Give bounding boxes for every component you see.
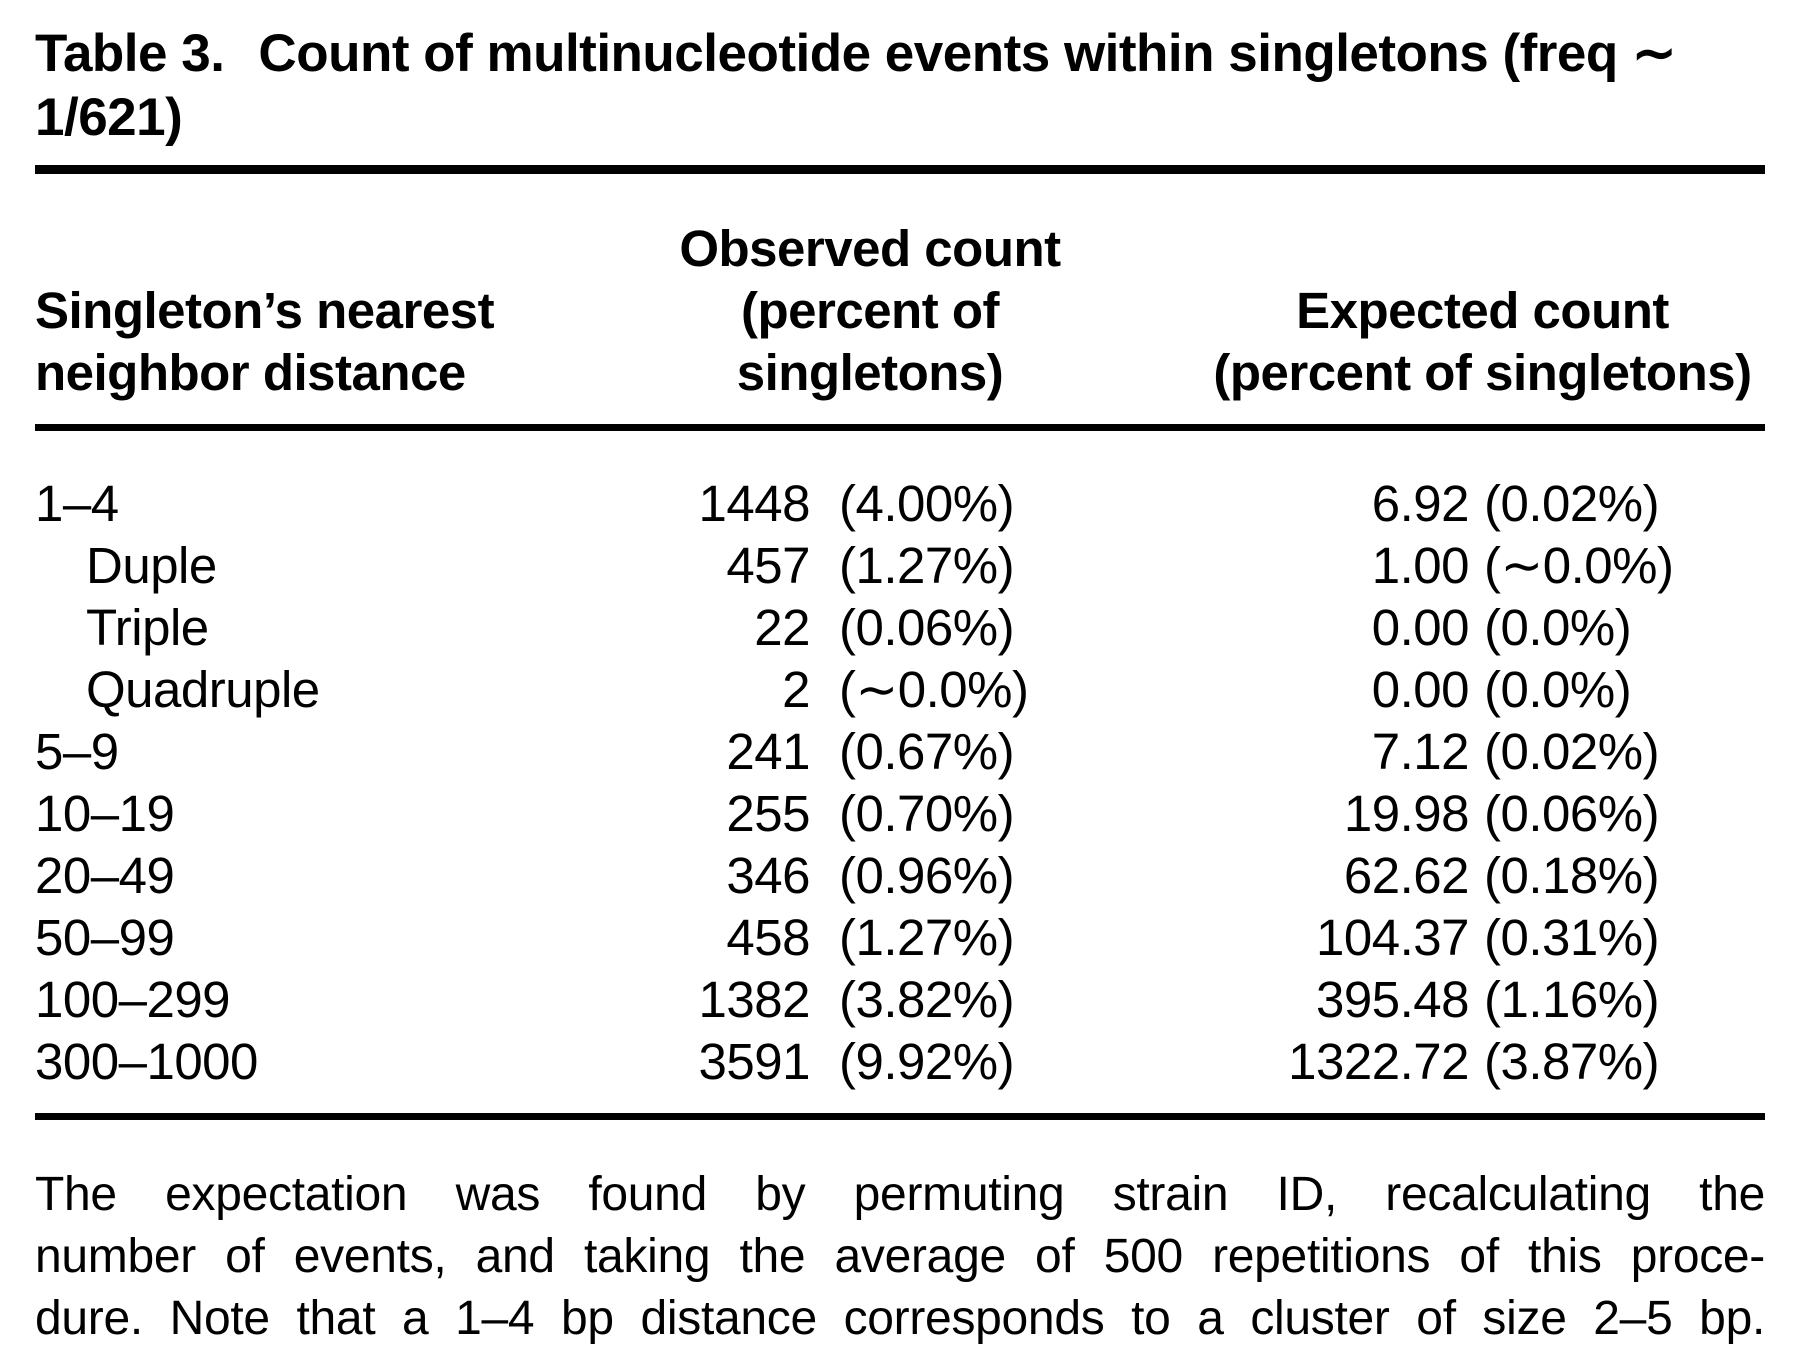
observed-count: 346 [726,847,810,904]
row-label: 50–99 [35,909,175,966]
observed-count: 241 [726,723,810,780]
col-header-distance: Singleton’s nearest neighbor distance [35,282,495,401]
row-label: 100–299 [35,971,231,1028]
expected-count: 1322.72 [1288,1033,1469,1090]
observed-count: 458 [726,909,810,966]
observed-count: 22 [754,599,810,656]
expected-count: 0.00 [1371,599,1470,656]
observed-percent: (0.70%) [839,785,1015,842]
table-title: Count of multinucleotide events within s… [258,24,1676,83]
table-row-300-1000: 300–1000 3591 (9.92%) 1322.72 (3.87%) [35,1031,1765,1093]
footnote-line: number of events, and taking the average… [35,1230,1765,1283]
row-label: 20–49 [35,847,175,904]
expected-count: 7.12 [1371,723,1470,780]
table-body: 1–4 1448 (4.00%) 6.92 (0.02%) Duple 457 … [35,431,1765,1093]
observed-percent: (0.67%) [839,723,1015,780]
expected-percent: (3.87%) [1484,1033,1660,1090]
table-number: Table 3. [35,24,225,83]
table-row-duple: Duple 457 (1.27%) 1.00 (∼0.0%) [35,535,1765,597]
expected-count: 6.92 [1371,475,1470,532]
observed-percent: (9.92%) [839,1033,1015,1090]
observed-percent: (4.00%) [839,475,1015,532]
observed-percent: (0.06%) [839,599,1015,656]
row-label: 5–9 [35,723,119,780]
table-row-quadruple: Quadruple 2 (∼0.0%) 0.00 (0.0%) [35,659,1765,721]
table-row-10-19: 10–19 255 (0.70%) 19.98 (0.06%) [35,783,1765,845]
table-row-100-299: 100–299 1382 (3.82%) 395.48 (1.16%) [35,969,1765,1031]
observed-percent: (1.27%) [839,909,1015,966]
observed-count: 3591 [698,1033,811,1090]
expected-percent: (1.16%) [1484,971,1660,1028]
rule-mid [35,424,1765,431]
expected-count: 395.48 [1316,971,1470,1028]
observed-percent: (0.96%) [839,847,1015,904]
expected-count: 104.37 [1316,909,1470,966]
row-label: 1–4 [35,475,119,532]
footnote-line: The expectation was found by permuting s… [35,1168,1765,1221]
expected-count: 1.00 [1371,537,1470,594]
expected-percent: (0.0%) [1484,599,1632,656]
observed-count: 2 [782,661,810,718]
table-caption: Table 3. Count of multinucleotide events … [35,22,1765,150]
table-row-1-4: 1–4 1448 (4.00%) 6.92 (0.02%) [35,473,1765,535]
observed-count: 255 [726,785,810,842]
rule-bottom [35,1113,1765,1120]
table-row-5-9: 5–9 241 (0.67%) 7.12 (0.02%) [35,721,1765,783]
expected-percent: (∼0.0%) [1484,537,1674,594]
col-header-observed: Observed count (percent of singletons) [679,220,1061,401]
expected-count: 19.98 [1343,785,1470,842]
observed-count: 1382 [698,971,811,1028]
expected-count: 0.00 [1371,661,1470,718]
table-footnote: The expectation was found by permuting s… [35,1164,1765,1350]
row-label: Duple [86,537,217,594]
observed-percent: (∼0.0%) [839,661,1029,718]
caption-line-2: 1/621) [35,88,183,147]
table-header-row: Singleton’s nearest neighbor distance Ob… [35,174,1765,404]
expected-percent: (0.31%) [1484,909,1660,966]
rule-top [35,165,1765,174]
row-label: Quadruple [86,661,320,718]
observed-percent: (1.27%) [839,537,1015,594]
expected-percent: (0.18%) [1484,847,1660,904]
paper-table-3: Table 3. Count of multinucleotide events … [35,22,1765,1350]
col-header-expected: Expected count (percent of singletons) [1213,282,1752,401]
expected-percent: (0.0%) [1484,661,1632,718]
caption-line-1: Table 3. Count of multinucleotide events … [35,22,1765,86]
expected-percent: (0.06%) [1484,785,1660,842]
footnote-line: dure. Note that a 1–4 bp distance corres… [35,1292,1765,1345]
row-label: 10–19 [35,785,175,842]
observed-count: 457 [726,537,810,594]
table-row-50-99: 50–99 458 (1.27%) 104.37 (0.31%) [35,907,1765,969]
expected-percent: (0.02%) [1484,723,1660,780]
row-label: 300–1000 [35,1033,258,1090]
row-label: Triple [86,599,209,656]
expected-count: 62.62 [1343,847,1470,904]
observed-percent: (3.82%) [839,971,1015,1028]
observed-count: 1448 [698,475,811,532]
expected-percent: (0.02%) [1484,475,1660,532]
table-row-20-49: 20–49 346 (0.96%) 62.62 (0.18%) [35,845,1765,907]
table-row-triple: Triple 22 (0.06%) 0.00 (0.0%) [35,597,1765,659]
